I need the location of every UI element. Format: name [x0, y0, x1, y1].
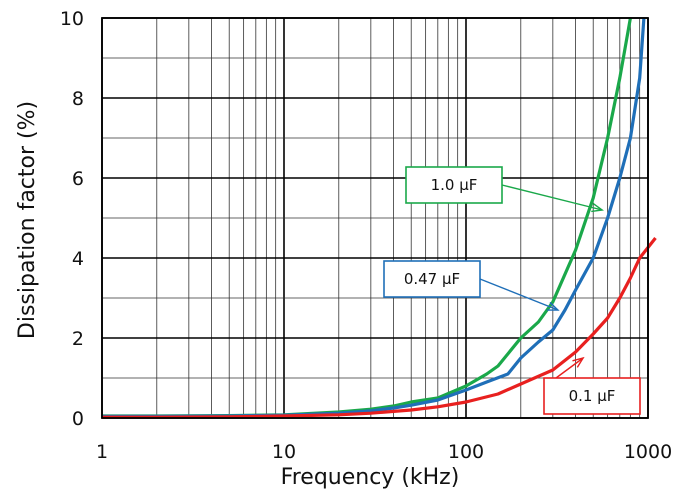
y-tick-label: 10 [60, 8, 84, 30]
y-tick-label: 4 [72, 248, 84, 270]
callout-arrow-line [479, 278, 559, 311]
x-tick-label: 10 [272, 441, 296, 463]
y-tick-labels: 0 2 4 6 8 10 [60, 8, 84, 430]
y-tick-label: 6 [72, 168, 84, 190]
callout-box [405, 166, 503, 204]
callout-label: 0.1 μF [569, 387, 616, 405]
x-tick-label: 1 [96, 441, 108, 463]
callout-box [383, 260, 481, 298]
x-tick-label: 1000 [624, 441, 672, 463]
callout-arrowhead [591, 202, 605, 213]
callout-arrowhead [546, 301, 560, 311]
series-line [102, 17, 646, 418]
y-tick-label: 2 [72, 328, 84, 350]
callout-box [543, 377, 641, 415]
callout-arrowhead [572, 356, 585, 368]
callout-label: 0.47 μF [404, 270, 460, 288]
callouts: 1.0 μF 0.47 μF 0.1 μF [383, 166, 641, 415]
callout-arrow-line [555, 357, 584, 379]
y-tick-label: 0 [72, 408, 84, 430]
callout-arrow-line [501, 184, 603, 211]
plot-frame [101, 17, 649, 419]
x-tick-labels: 1 10 100 1000 [96, 441, 672, 463]
y-tick-label: 8 [72, 88, 84, 110]
callout-label: 1.0 μF [431, 176, 478, 194]
x-axis-title: Frequency (kHz) [281, 465, 460, 490]
series-line [102, 17, 632, 418]
y-axis-title: Dissipation factor (%) [15, 101, 40, 339]
x-tick-label: 100 [448, 441, 484, 463]
series-line [102, 237, 657, 419]
